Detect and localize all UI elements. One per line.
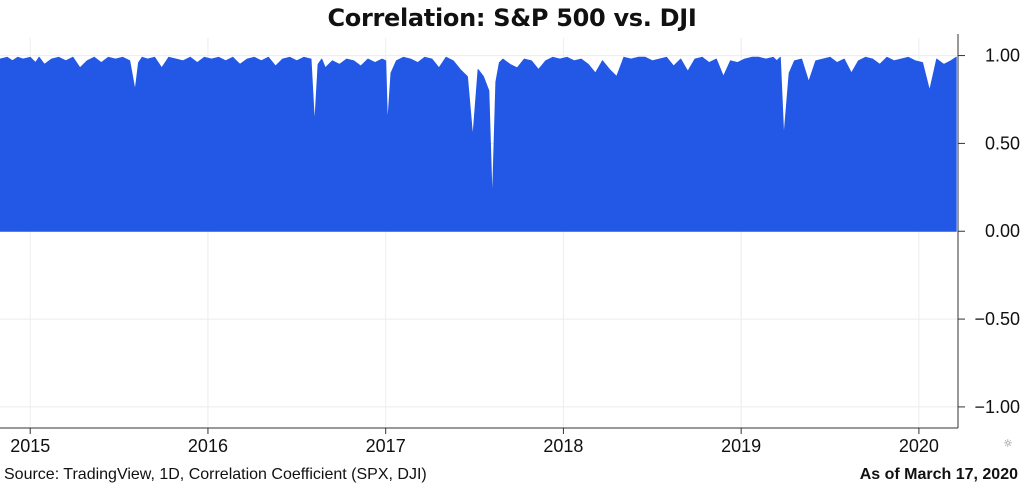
y-axis: 1.00 0.50 0.00 −0.50 −1.00 — [958, 46, 1020, 417]
y-tick-label: −0.50 — [974, 309, 1020, 329]
area-series — [0, 56, 957, 232]
series-layer — [0, 56, 957, 232]
y-tick-label: 1.00 — [985, 46, 1020, 66]
x-tick-label: 2019 — [721, 436, 761, 456]
y-tick-label: 0.50 — [985, 133, 1020, 153]
x-tick-label: 2017 — [366, 436, 406, 456]
chart-title: Correlation: S&P 500 vs. DJI — [327, 4, 697, 32]
x-tick-label: 2020 — [899, 436, 939, 456]
x-axis: 2015 2016 2017 2018 2019 2020 — [10, 428, 939, 456]
y-tick-label: 0.00 — [985, 221, 1020, 241]
correlation-chart: 1.000.500.00−0.50−1.00 2015 2016 2017 2018 2… — [0, 34, 1020, 456]
gear-icon[interactable]: ☼ — [1003, 437, 1013, 450]
as-of-date: As of March 17, 2020 — [859, 466, 1018, 483]
x-tick-label: 2016 — [188, 436, 228, 456]
y-tick-label: −1.00 — [974, 397, 1020, 417]
source-note: Source: TradingView, 1D, Correlation Coe… — [4, 466, 427, 483]
x-tick-label: 2018 — [543, 436, 583, 456]
x-tick-label: 2015 — [10, 436, 50, 456]
